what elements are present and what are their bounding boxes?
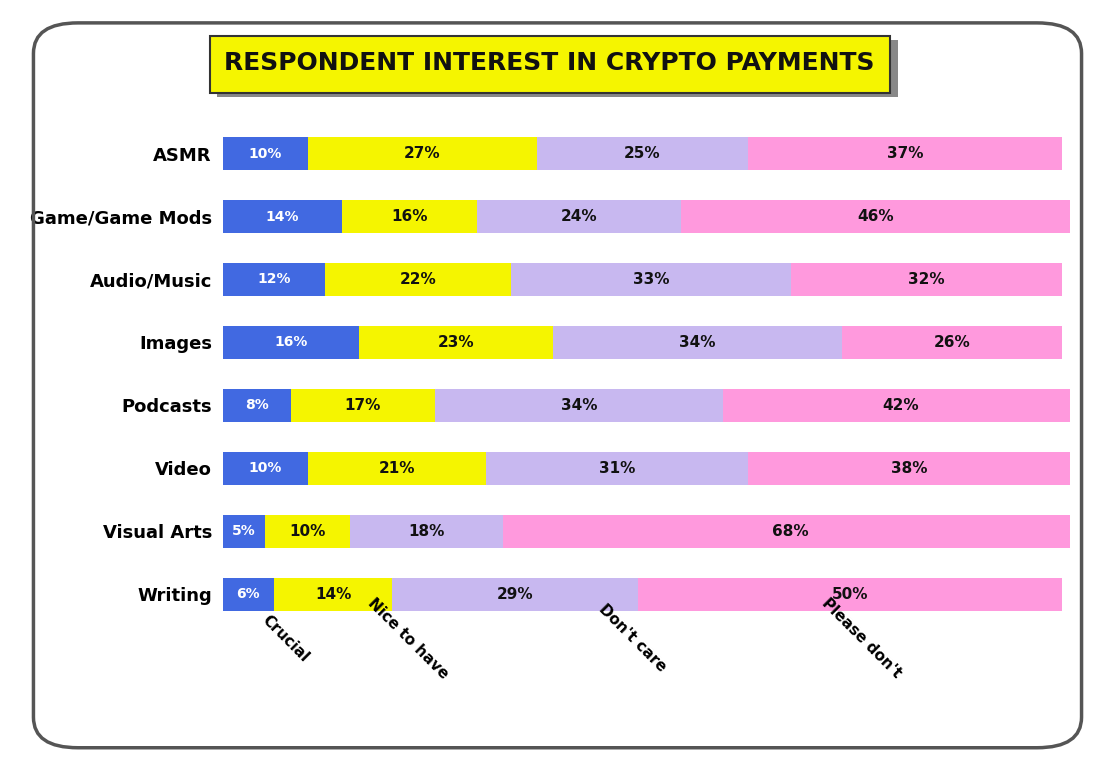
Text: 8%: 8% [245, 398, 269, 412]
Bar [350, 515, 503, 548]
Text: 46%: 46% [857, 209, 894, 224]
Bar [486, 452, 748, 485]
Bar [324, 263, 511, 296]
Text: 34%: 34% [679, 335, 716, 350]
Bar [723, 389, 1079, 422]
Text: 14%: 14% [265, 210, 299, 224]
Bar [223, 326, 359, 359]
Bar [223, 137, 308, 170]
Text: 34%: 34% [561, 398, 598, 413]
Text: 32%: 32% [908, 272, 944, 287]
Bar [341, 200, 477, 233]
Text: 17%: 17% [345, 398, 381, 413]
Text: 31%: 31% [599, 461, 636, 476]
Bar [223, 578, 274, 610]
Bar [536, 137, 748, 170]
Text: 42%: 42% [883, 398, 919, 413]
Text: 25%: 25% [624, 146, 661, 161]
Text: 26%: 26% [933, 335, 970, 350]
Bar [223, 452, 308, 485]
Text: 23%: 23% [438, 335, 474, 350]
Text: 37%: 37% [886, 146, 923, 161]
Text: Please don't: Please don't [820, 596, 904, 681]
Bar [308, 137, 536, 170]
Bar [511, 263, 791, 296]
Bar [223, 515, 265, 548]
Text: 10%: 10% [290, 523, 326, 539]
Text: 16%: 16% [391, 209, 428, 224]
Text: 22%: 22% [399, 272, 436, 287]
Text: 10%: 10% [249, 146, 282, 160]
Bar [223, 389, 291, 422]
Text: 18%: 18% [408, 523, 445, 539]
Text: Nice to have: Nice to have [366, 595, 452, 682]
Text: 50%: 50% [832, 587, 869, 602]
Text: RESPONDENT INTEREST IN CRYPTO PAYMENTS: RESPONDENT INTEREST IN CRYPTO PAYMENTS [224, 51, 875, 76]
Bar [359, 326, 553, 359]
Bar [291, 389, 435, 422]
Text: 12%: 12% [258, 272, 291, 286]
Text: 29%: 29% [497, 587, 534, 602]
Bar [274, 578, 392, 610]
Text: Crucial: Crucial [260, 613, 312, 665]
Text: Don't care: Don't care [597, 602, 669, 675]
Bar [638, 578, 1061, 610]
Bar [477, 200, 680, 233]
Text: 6%: 6% [236, 588, 260, 601]
Text: 16%: 16% [274, 336, 308, 349]
Bar [791, 263, 1061, 296]
Bar [265, 515, 350, 548]
Bar [842, 326, 1061, 359]
Text: 10%: 10% [249, 462, 282, 475]
Text: 24%: 24% [561, 209, 598, 224]
Bar [223, 263, 324, 296]
Bar [435, 389, 723, 422]
Text: 38%: 38% [891, 461, 928, 476]
Bar [308, 452, 486, 485]
Text: 14%: 14% [314, 587, 351, 602]
Text: 5%: 5% [232, 524, 256, 538]
Bar [553, 326, 842, 359]
Bar [392, 578, 638, 610]
Bar [223, 200, 341, 233]
Text: 33%: 33% [632, 272, 669, 287]
Bar [748, 452, 1070, 485]
Text: 27%: 27% [404, 146, 440, 161]
Bar [680, 200, 1070, 233]
Bar [748, 137, 1061, 170]
Text: 21%: 21% [378, 461, 415, 476]
Bar [503, 515, 1079, 548]
Text: 68%: 68% [773, 523, 809, 539]
